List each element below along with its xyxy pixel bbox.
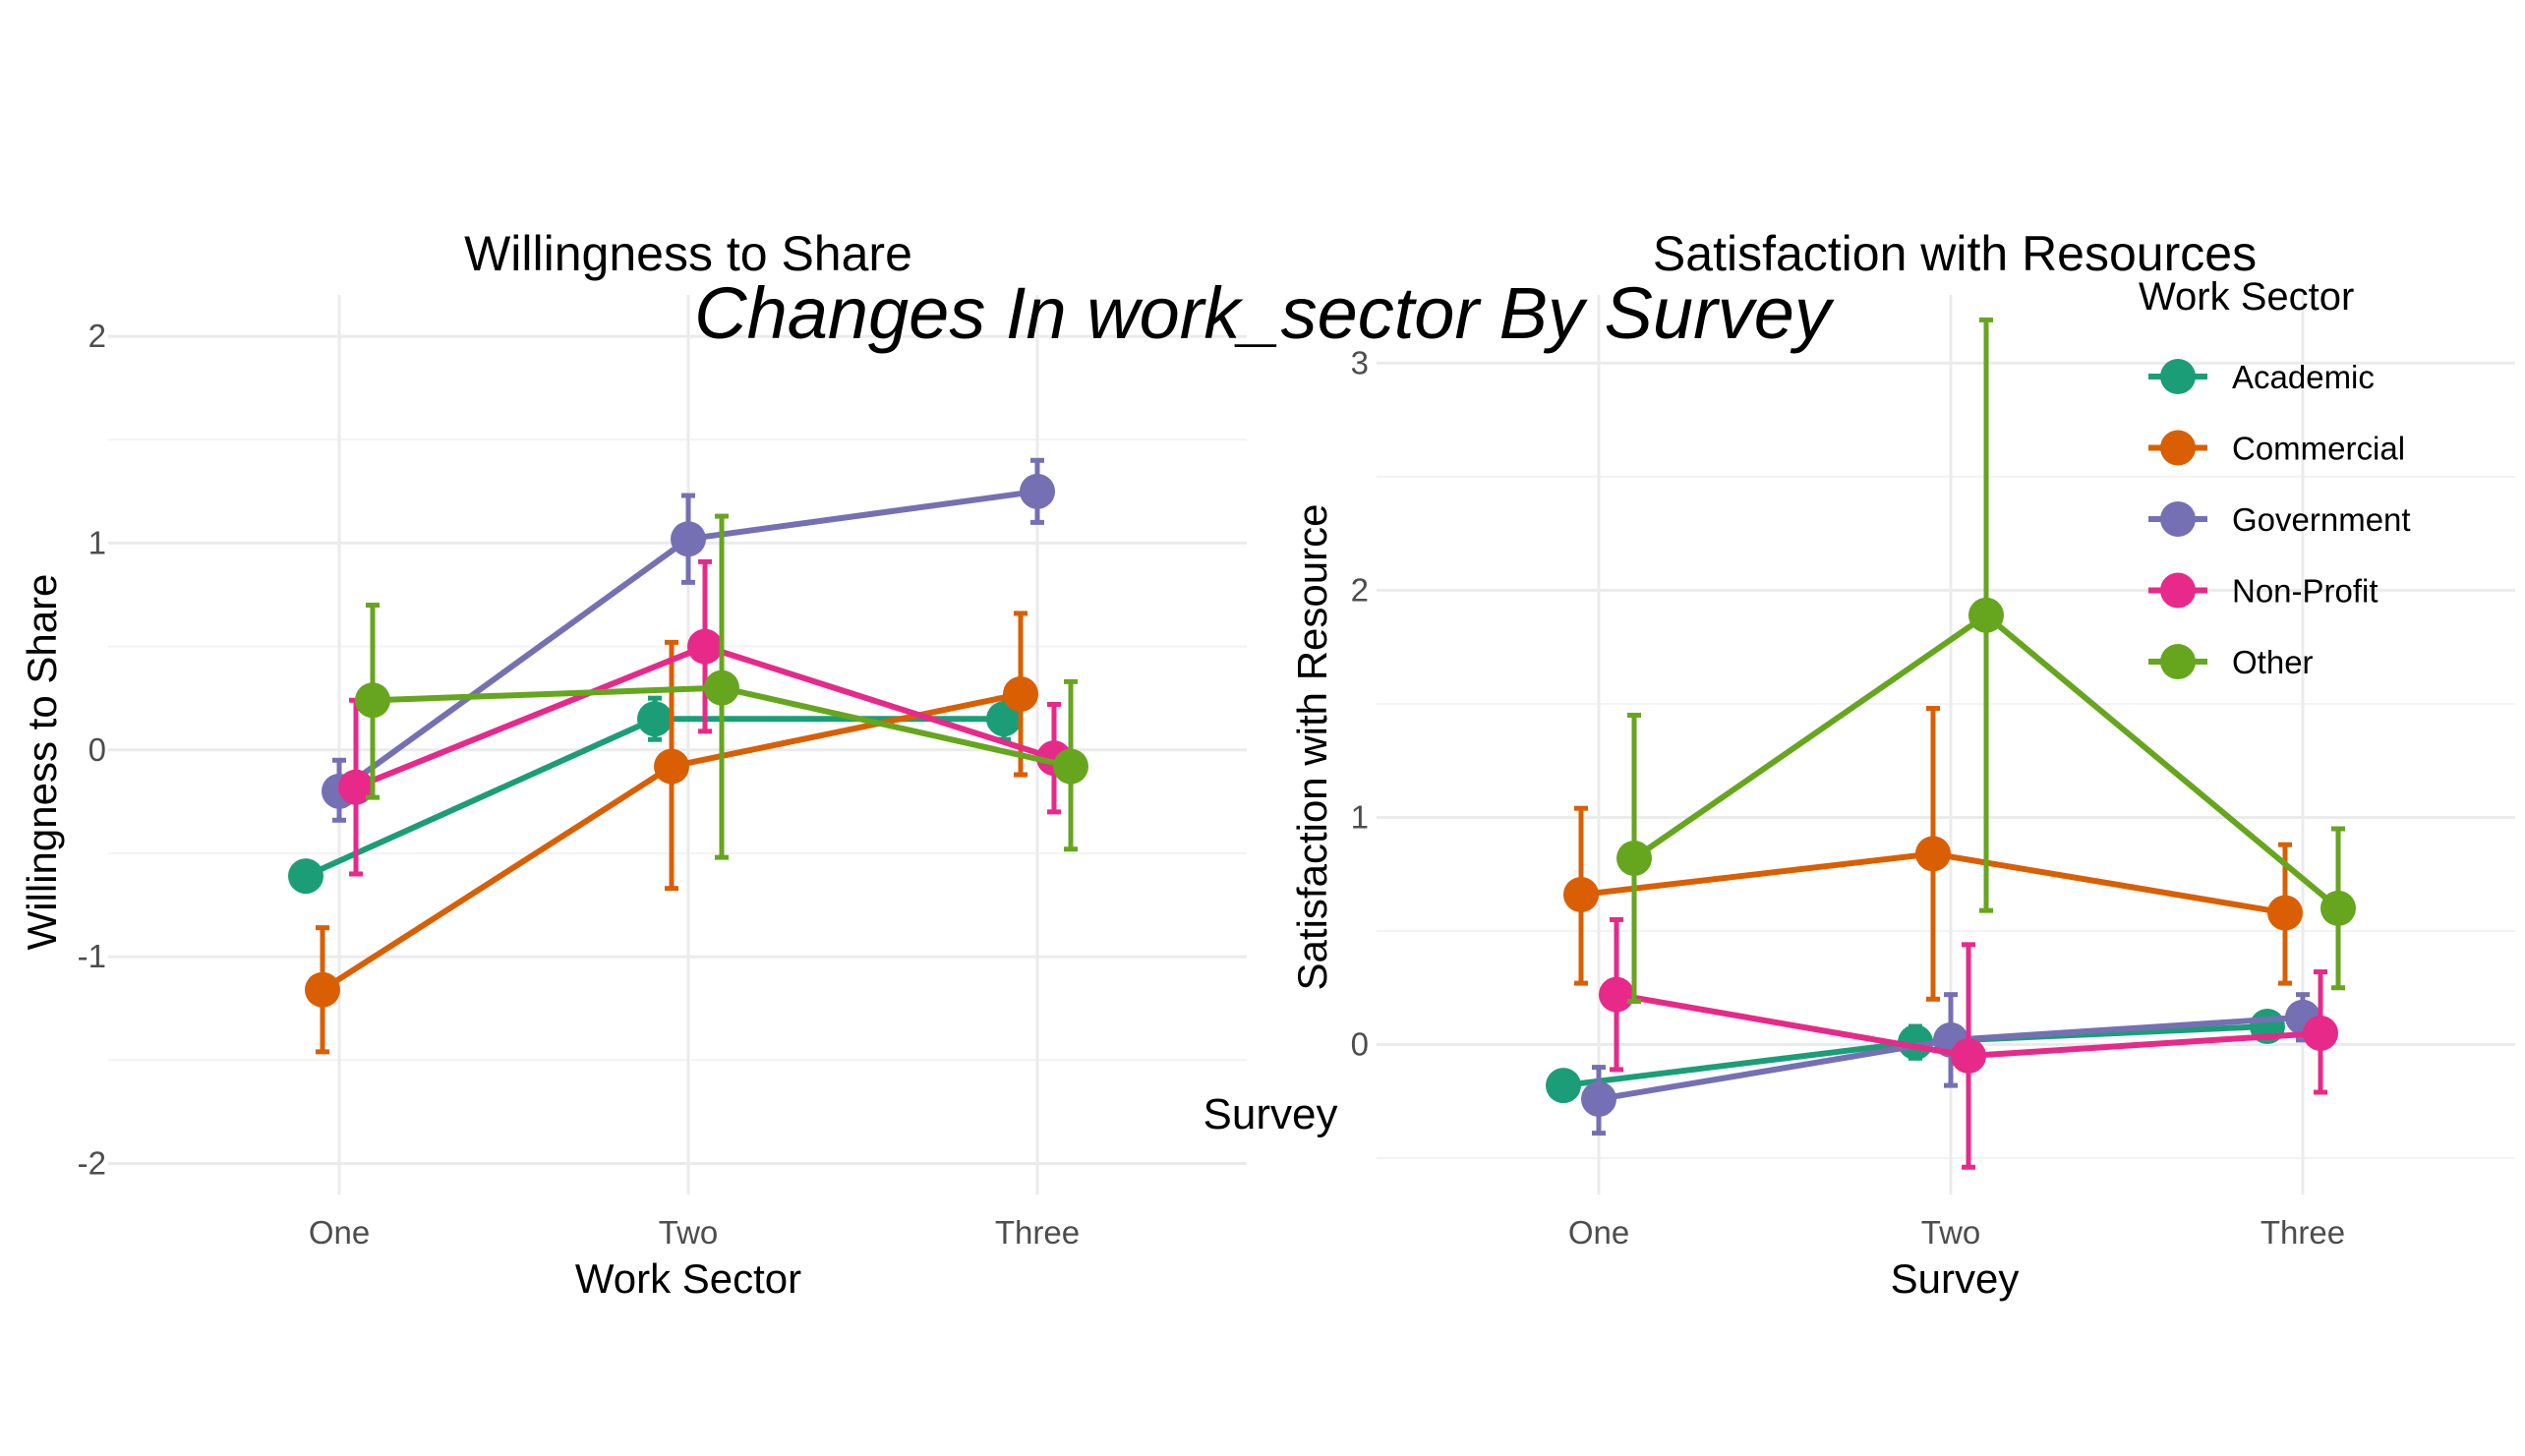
x-tick-label: Three	[2261, 1214, 2345, 1251]
x-tick-label: Two	[659, 1214, 719, 1251]
data-point-other	[1968, 597, 2004, 633]
legend-label-government: Government	[2232, 501, 2411, 538]
legend: Work Sector Academic Commercial Government…	[2139, 275, 2411, 680]
y-tick-label: 0	[88, 731, 106, 768]
legend-key-commercial	[2160, 430, 2196, 466]
legend-title: Work Sector	[2139, 275, 2354, 319]
data-point-commercial	[2267, 895, 2303, 931]
legend-key-government	[2160, 501, 2196, 537]
data-point-academic	[637, 701, 673, 737]
legend-key-academic	[2160, 359, 2196, 394]
x-tick-label: Three	[995, 1214, 1080, 1251]
panel-willingness: -2 -1 0 1 2 One Two Three	[78, 295, 1247, 1251]
stray-axis-label: Survey	[1204, 1090, 1338, 1138]
y-tick-label: 2	[88, 318, 106, 354]
data-point-academic	[986, 701, 1022, 737]
x-tick-label: One	[309, 1214, 370, 1251]
data-point-non-profit	[1599, 976, 1634, 1013]
y-axis-title-satisfaction: Satisfaction with Resource	[1289, 504, 1335, 991]
data-point-academic	[288, 858, 323, 895]
panel-title-willingness: Willingness to Share	[464, 226, 912, 281]
legend-key-non-profit	[2160, 572, 2196, 609]
y-tick-label: -2	[78, 1144, 106, 1181]
data-point-other	[355, 682, 390, 719]
data-point-government	[1020, 473, 1055, 509]
figure-suptitle: Changes In work_sector By Survey	[694, 272, 1835, 354]
data-point-non-profit	[2303, 1015, 2338, 1051]
data-point-government	[1581, 1080, 1616, 1117]
legend-label-commercial: Commercial	[2232, 431, 2405, 467]
y-tick-label: -1	[78, 938, 106, 974]
legend-label-academic: Academic	[2232, 359, 2375, 395]
y-tick-label: 1	[1351, 798, 1369, 835]
panel-title-satisfaction: Satisfaction with Resources	[1653, 226, 2257, 281]
data-point-government	[671, 521, 706, 557]
data-point-non-profit	[687, 628, 723, 665]
y-tick-label: 1	[88, 524, 106, 560]
legend-key-other	[2160, 644, 2196, 679]
data-point-commercial	[1003, 675, 1038, 712]
data-point-academic	[1546, 1068, 1581, 1104]
y-tick-label: 0	[1351, 1026, 1369, 1063]
x-axis-title-willingness: Work Sector	[575, 1255, 801, 1302]
data-point-commercial	[654, 748, 689, 785]
x-axis-title-satisfaction: Survey	[1891, 1255, 2020, 1302]
x-tick-label: Two	[1921, 1214, 1981, 1251]
data-point-other	[2320, 890, 2356, 926]
y-axis-title-willingness: Willingness to Share	[19, 574, 65, 951]
data-point-commercial	[1563, 877, 1599, 912]
data-point-commercial	[1915, 836, 1951, 872]
legend-label-non-profit: Non-Profit	[2232, 573, 2378, 610]
data-point-other	[704, 670, 739, 706]
x-tick-label: One	[1568, 1214, 1629, 1251]
data-point-commercial	[305, 971, 340, 1008]
data-point-other	[1053, 748, 1088, 785]
legend-label-other: Other	[2232, 644, 2314, 680]
y-tick-label: 3	[1351, 344, 1369, 380]
data-point-non-profit	[1951, 1038, 1986, 1075]
y-tick-label: 2	[1351, 571, 1369, 608]
data-point-non-profit	[338, 769, 374, 805]
data-point-other	[1616, 841, 1652, 877]
panel-satisfaction: 0 1 2 3 One Two Three	[1351, 295, 2515, 1251]
